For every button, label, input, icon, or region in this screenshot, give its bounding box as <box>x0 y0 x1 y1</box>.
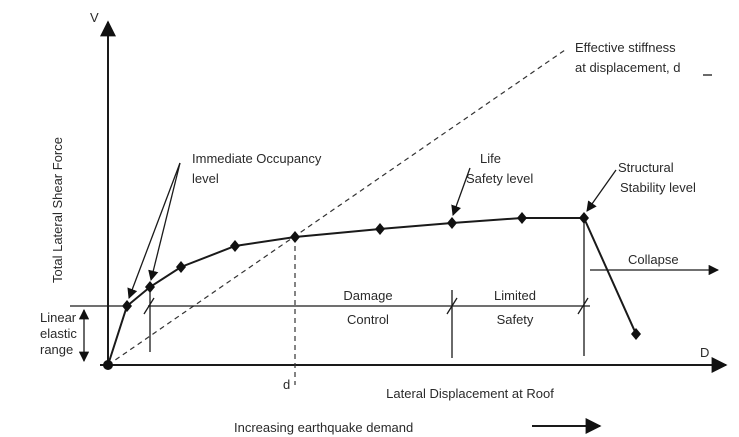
limited-label: Limited <box>494 288 536 303</box>
x-label: D <box>700 345 709 360</box>
io-leader <box>127 162 181 299</box>
limited-label: Safety <box>497 312 534 327</box>
collapse-label: Collapse <box>628 252 679 267</box>
damage-label: Damage <box>343 288 392 303</box>
damage-label: Control <box>347 312 389 327</box>
elastic-label: range <box>40 342 73 357</box>
elastic-label: elastic <box>40 326 77 341</box>
io-label: Immediate Occupancy <box>192 151 322 166</box>
ss-leader <box>586 169 617 212</box>
ls-leader <box>451 167 471 216</box>
range-tick <box>446 297 458 315</box>
range-tick <box>577 297 589 315</box>
ls-label: Life <box>480 151 501 166</box>
x-title: Lateral Displacement at Roof <box>386 386 554 401</box>
demand-label: Increasing earthquake demand <box>234 420 413 435</box>
ss-label: Stability level <box>620 180 696 195</box>
stiffness-line <box>107 49 566 366</box>
io-label: level <box>192 171 219 186</box>
stiffness-label: Effective stiffness <box>575 40 676 55</box>
curve-points <box>103 212 641 370</box>
stiffness-label: at displacement, d <box>575 60 681 75</box>
io-leader <box>148 162 181 282</box>
ss-label: Structural <box>618 160 674 175</box>
ls-label: Safety level <box>466 171 533 186</box>
range-tick <box>143 297 155 315</box>
y-label: V <box>90 10 99 25</box>
elastic-label: Linear <box>40 310 77 325</box>
d-marker: d <box>283 377 290 392</box>
y-title: Total Lateral Shear Force <box>50 137 65 283</box>
